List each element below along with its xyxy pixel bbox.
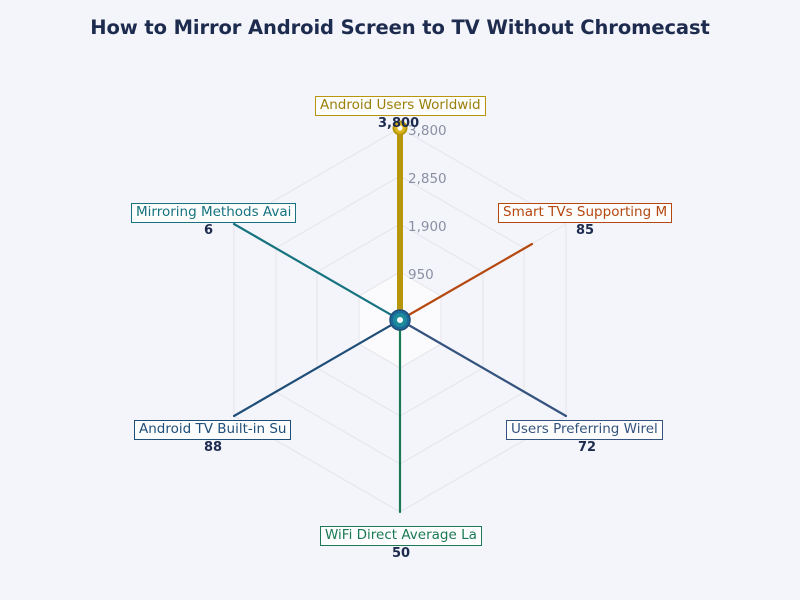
chart-title: How to Mirror Android Screen to TV Witho… [90, 16, 710, 39]
value-spoke-smart-tvs-supporting [398, 242, 534, 322]
tick-label-2850: 2,850 [408, 171, 447, 187]
data-point-android-users-worldwide-inner [397, 125, 403, 131]
radar-point-markers [389, 120, 411, 331]
axis-label-wifi-direct-average-latency[interactable]: WiFi Direct Average La [320, 526, 482, 546]
value-spoke-mirroring-methods-available [232, 222, 402, 322]
axis-label-android-tv-builtin-support[interactable]: Android TV Built-in Su [134, 420, 292, 440]
axis-value-users-preferring-wireless: 72 [578, 440, 597, 455]
tick-label-1900: 1,900 [408, 219, 447, 235]
axis-value-mirroring-methods-available: 6 [204, 223, 214, 238]
axis-value-android-users-worldwide: 3,800 [378, 116, 420, 131]
data-point-center-cluster-inner [397, 317, 403, 323]
value-spoke-android-tv-builtin-support [232, 318, 402, 418]
radar-tick-labels: 3,800 2,850 1,900 950 [408, 123, 447, 283]
tick-label-950: 950 [408, 267, 434, 283]
axis-label-smart-tvs-supporting[interactable]: Smart TVs Supporting M [498, 203, 673, 223]
tick-label-3800: 3,800 [408, 123, 447, 139]
axis-label-users-preferring-wireless[interactable]: Users Preferring Wirel [506, 420, 663, 440]
axis-value-wifi-direct-average-latency: 50 [392, 546, 411, 561]
axis-value-smart-tvs-supporting: 85 [576, 223, 595, 238]
axis-label-mirroring-methods-available[interactable]: Mirroring Methods Avai [131, 203, 297, 223]
axis-label-android-users-worldwide[interactable]: Android Users Worldwid [315, 96, 486, 116]
value-spoke-users-preferring-wireless [398, 318, 568, 418]
radar-value-spokes [232, 125, 568, 514]
axis-value-android-tv-builtin-support: 88 [204, 440, 223, 455]
